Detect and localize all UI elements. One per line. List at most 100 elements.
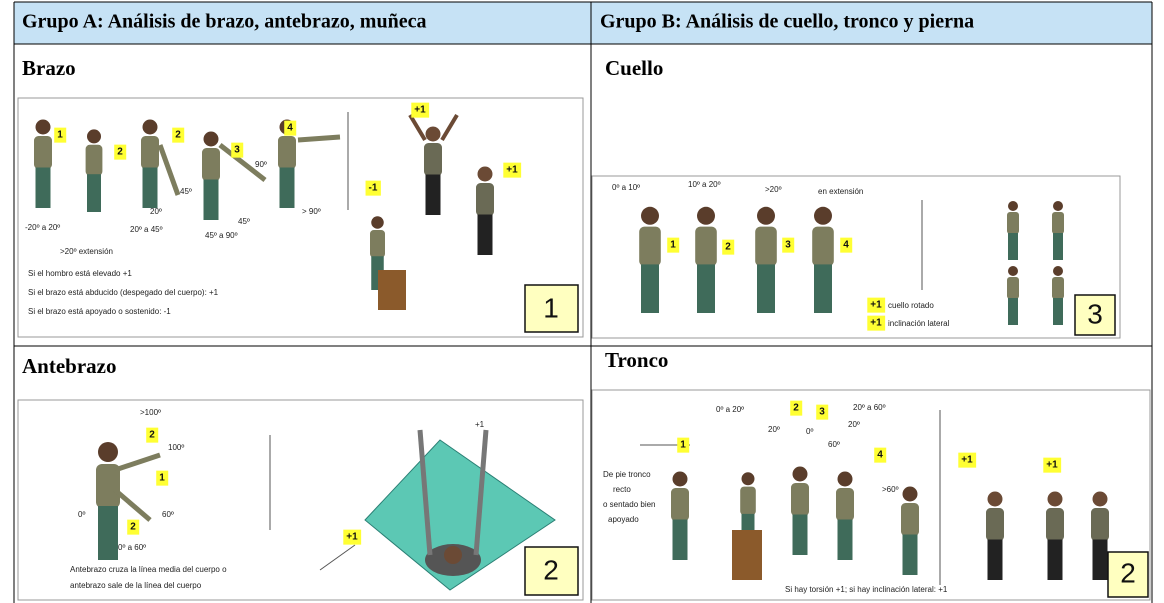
- illustration: [96, 429, 556, 591]
- badge: 2: [130, 522, 136, 533]
- illustration: [639, 200, 1064, 325]
- panel-number-box: [524, 284, 579, 333]
- figure-label: 90º: [255, 160, 267, 169]
- badge-background: [127, 519, 140, 535]
- panel-number: 3: [1087, 298, 1103, 329]
- badge-background: [867, 297, 886, 313]
- badge: 2: [793, 403, 799, 414]
- cell-title: Tronco: [605, 348, 668, 372]
- badge: 4: [287, 123, 293, 134]
- figure-panel: [591, 175, 1121, 339]
- cell-title: Antebrazo: [22, 354, 116, 378]
- figure-label: 45º a 90º: [205, 231, 238, 240]
- badge-background: [790, 400, 803, 416]
- figure-label: 20º: [150, 207, 162, 216]
- figure-label: 60º: [162, 510, 174, 519]
- panel-number: 2: [543, 554, 559, 585]
- badge: +1: [414, 105, 426, 116]
- header-cell: Grupo A: Análisis de brazo, antebrazo, m…: [22, 11, 426, 33]
- badge: 1: [159, 473, 165, 484]
- badge: 3: [785, 240, 791, 251]
- badge-background: [782, 237, 795, 253]
- header-row: [14, 2, 1152, 44]
- badge-background: [54, 127, 67, 143]
- badge-background: [172, 127, 185, 143]
- panel-number: 1: [543, 292, 559, 323]
- figure-label: 20º a 60º: [853, 403, 886, 412]
- figure-note: inclinación lateral: [888, 319, 950, 328]
- figure-label: 20º a 45º: [130, 225, 163, 234]
- figure-label: 100º: [168, 443, 184, 452]
- figure-label: 60º: [828, 440, 840, 449]
- figure-note: recto: [613, 485, 631, 494]
- badge-background: [667, 237, 680, 253]
- figure-note: Si el brazo está abducido (despegado del…: [28, 288, 219, 297]
- figure-note: cuello rotado: [888, 301, 934, 310]
- figure-note: Si hay torsión +1; si hay inclinación la…: [785, 585, 948, 594]
- panel-number-box: [524, 546, 579, 596]
- figure-label: 0º a 60º: [118, 543, 146, 552]
- figure-label: >60º: [882, 485, 899, 494]
- badge: 2: [149, 430, 155, 441]
- badge: +1: [961, 455, 973, 466]
- figure-label: 20º: [848, 420, 860, 429]
- table-grid: [13, 1, 1153, 603]
- badge-background: [411, 102, 430, 118]
- badge-background: [1043, 457, 1062, 473]
- badge: 3: [234, 145, 240, 156]
- cell-title: Brazo: [22, 56, 76, 80]
- badge-background: [343, 529, 362, 545]
- figure-label: >20º extensión: [60, 247, 113, 256]
- badge-background: [722, 239, 735, 255]
- badge-background: [146, 427, 159, 443]
- badge: -1: [369, 183, 378, 194]
- figure-note: antebrazo sale de la línea del cuerpo: [70, 581, 202, 590]
- badge-background: [840, 237, 853, 253]
- badge: +1: [870, 300, 882, 311]
- badge-background: [867, 315, 886, 331]
- badge-background: [677, 437, 690, 453]
- badge: 1: [680, 440, 686, 451]
- badge-background: [958, 452, 977, 468]
- badge: 1: [670, 240, 676, 251]
- badge: 2: [117, 147, 123, 158]
- badge-background: [365, 180, 381, 196]
- figure-note: Si el hombro está elevado +1: [28, 269, 132, 278]
- badge: 4: [843, 240, 849, 251]
- figure-label: -20º a 20º: [25, 223, 60, 232]
- figure-label: 0º: [78, 510, 85, 519]
- badge: +1: [506, 165, 518, 176]
- badge: 1: [57, 130, 63, 141]
- cell-title: Cuello: [605, 56, 663, 80]
- badge-background: [231, 142, 244, 158]
- badge: +1: [1046, 460, 1058, 471]
- figure-label: > 90º: [302, 207, 321, 216]
- badge-background: [114, 144, 127, 160]
- badge-background: [816, 404, 829, 420]
- badge-background: [874, 447, 887, 463]
- badge-background: [156, 470, 169, 486]
- figure-label: >100º: [140, 408, 161, 417]
- figure-label: 0º a 10º: [612, 183, 640, 192]
- figure-label: en extensión: [818, 187, 863, 196]
- header-cell: Grupo B: Análisis de cuello, tronco y pi…: [600, 11, 974, 33]
- figure-note: De pie tronco: [603, 470, 651, 479]
- figure-label: 20º: [768, 425, 780, 434]
- illustration: [34, 112, 494, 310]
- figure-label: 0º a 20º: [716, 405, 744, 414]
- badge: 2: [175, 130, 181, 141]
- badge: +1: [870, 318, 882, 329]
- badge: 2: [725, 242, 731, 253]
- figure-label: +1: [475, 420, 485, 429]
- figure-label: 45º: [238, 217, 250, 226]
- panel-number: 2: [1120, 557, 1136, 588]
- figure-note: Antebrazo cruza la línea media del cuerp…: [70, 565, 227, 574]
- figure-note: Si el brazo está apoyado o sostenido: -1: [28, 307, 171, 316]
- figure-note: apoyado: [608, 515, 639, 524]
- figure-label: 0º: [806, 427, 813, 436]
- badge-background: [503, 162, 522, 178]
- figure-label: 45º: [180, 187, 192, 196]
- panel-number-box: [1107, 551, 1149, 598]
